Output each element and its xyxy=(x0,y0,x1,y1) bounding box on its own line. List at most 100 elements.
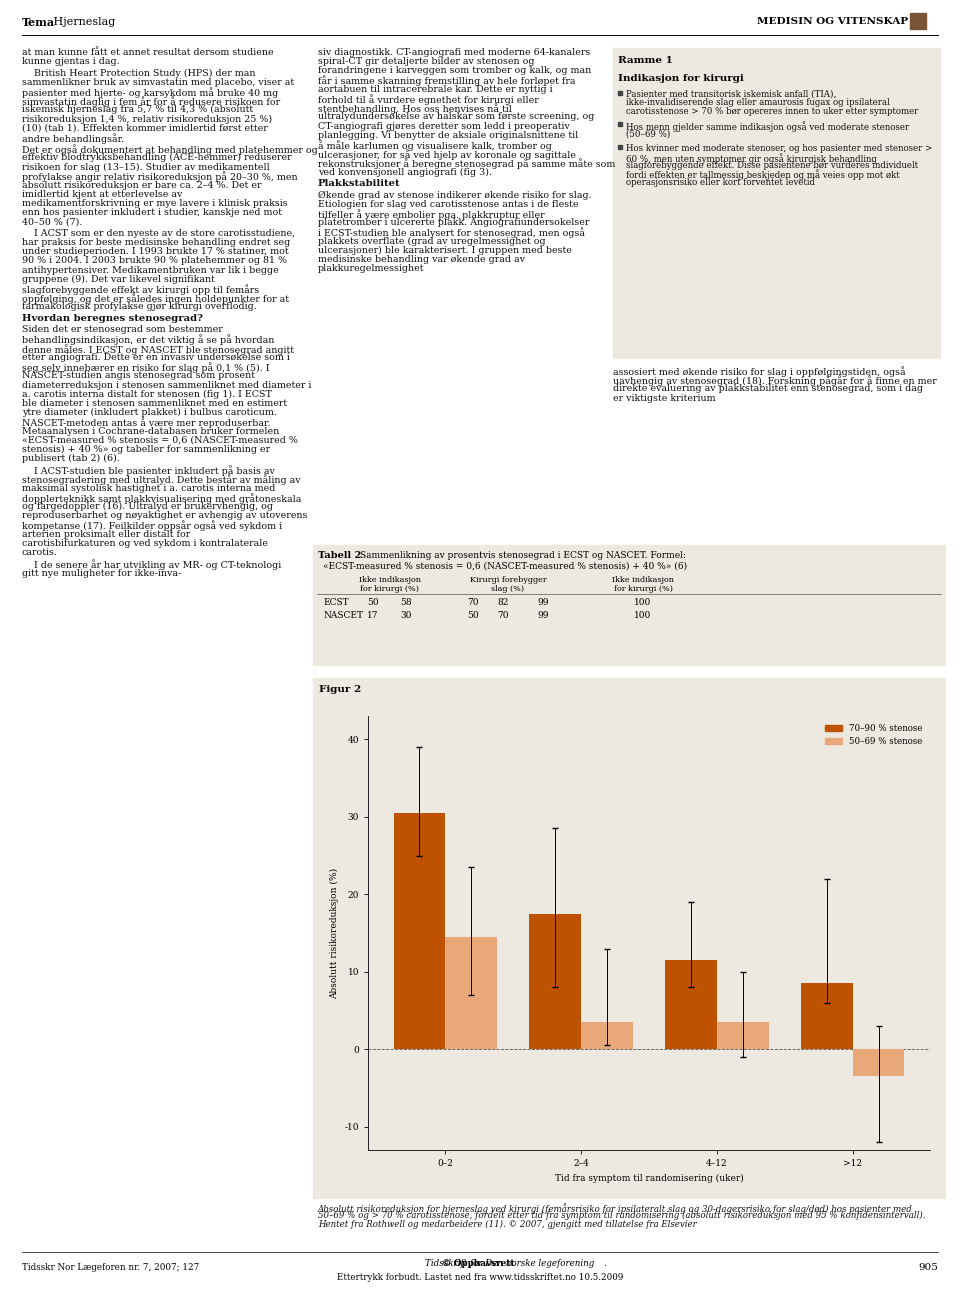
Text: Plakkstabilitet: Plakkstabilitet xyxy=(318,179,400,188)
Text: 70: 70 xyxy=(468,598,479,607)
Text: rekonstruksjoner å beregne stenosegrad på samme måte som: rekonstruksjoner å beregne stenosegrad p… xyxy=(318,158,615,170)
Text: ECST: ECST xyxy=(323,598,348,607)
Text: andre behandlingsår.: andre behandlingsår. xyxy=(22,133,124,144)
Text: har praksis for beste medisinske behandling endret seg: har praksis for beste medisinske behandl… xyxy=(22,238,290,247)
Text: farmakologisk profylakse gjør kirurgi overflodig.: farmakologisk profylakse gjør kirurgi ov… xyxy=(22,303,256,311)
Text: Hvordan beregnes stenosegrad?: Hvordan beregnes stenosegrad? xyxy=(22,313,203,322)
Text: siv diagnostikk. CT-angiografi med moderne 64-kanalers: siv diagnostikk. CT-angiografi med moder… xyxy=(318,48,590,57)
Text: Tidsskr Nor Lægeforen nr. 7, 2007; 127: Tidsskr Nor Lægeforen nr. 7, 2007; 127 xyxy=(22,1264,200,1273)
Text: Hos menn gjelder samme indikasjon også ved moderate stenoser: Hos menn gjelder samme indikasjon også v… xyxy=(626,122,909,132)
Text: © Opphavsrett: © Opphavsrett xyxy=(443,1259,517,1268)
Text: forandringene i karveggen som tromber og kalk, og man: forandringene i karveggen som tromber og… xyxy=(318,66,591,75)
Text: medisinske behandling var økende grad av: medisinske behandling var økende grad av xyxy=(318,255,525,264)
Text: 100: 100 xyxy=(635,598,652,607)
Text: 905: 905 xyxy=(918,1264,938,1273)
Text: stenosegradering med ultralyd. Dette består av måling av: stenosegradering med ultralyd. Dette bes… xyxy=(22,474,300,486)
Text: 50: 50 xyxy=(367,598,379,607)
Text: gitt nye muligheter for ikke-inva-: gitt nye muligheter for ikke-inva- xyxy=(22,569,181,578)
Text: kunne gjentas i dag.: kunne gjentas i dag. xyxy=(22,57,120,66)
Bar xyxy=(618,91,622,95)
Text: sammenlikner bruk av simvastatin med placebo, viser at: sammenlikner bruk av simvastatin med pla… xyxy=(22,78,294,87)
Text: Indikasjon for kirurgi: Indikasjon for kirurgi xyxy=(618,74,744,83)
Text: NASCET-metoden antas å være mer reproduserbar.: NASCET-metoden antas å være mer reprodus… xyxy=(22,417,271,429)
Text: maksimal systolisk hastighet i a. carotis interna med: maksimal systolisk hastighet i a. caroti… xyxy=(22,484,276,492)
Text: I ACST som er den nyeste av de store carotisstudiene,: I ACST som er den nyeste av de store car… xyxy=(34,229,295,238)
Text: reproduserbarhet og nøyaktighet er avhengig av utoverens: reproduserbarhet og nøyaktighet er avhen… xyxy=(22,512,307,521)
Bar xyxy=(529,914,581,1049)
Bar xyxy=(852,1049,904,1076)
Text: behandlingsindikasjon, er det viktig å se på hvordan: behandlingsindikasjon, er det viktig å s… xyxy=(22,334,275,346)
Text: pasienter med hjerte- og karsykdom må bruke 40 mg: pasienter med hjerte- og karsykdom må br… xyxy=(22,87,278,97)
Text: CT-angiografi gjøres deretter som ledd i preoperativ: CT-angiografi gjøres deretter som ledd i… xyxy=(318,122,570,131)
Text: å måle karlumen og visualisere kalk, tromber og: å måle karlumen og visualisere kalk, tro… xyxy=(318,140,552,150)
Text: Hos kvinner med moderate stenoser, og hos pasienter med stenoser >: Hos kvinner med moderate stenoser, og ho… xyxy=(626,144,932,153)
Text: Etiologien for slag ved carotisstenose antas i de fleste: Etiologien for slag ved carotisstenose a… xyxy=(318,199,579,208)
Text: Ramme 1: Ramme 1 xyxy=(618,56,673,65)
Text: oppfølging, og det er således ingen holdepunkter for at: oppfølging, og det er således ingen hold… xyxy=(22,293,289,304)
X-axis label: Tid fra symptom til randomisering (uker): Tid fra symptom til randomisering (uker) xyxy=(555,1173,743,1182)
Text: Hentet fra Rothwell og medarbeidere (11). © 2007, gjengitt med tillatelse fra El: Hentet fra Rothwell og medarbeidere (11)… xyxy=(318,1220,697,1229)
Text: er viktigste kriterium: er viktigste kriterium xyxy=(613,394,715,403)
Bar xyxy=(313,545,945,666)
Text: .: . xyxy=(604,1259,607,1268)
Text: assosiert med økende risiko for slag i oppfølgingstiden, også: assosiert med økende risiko for slag i o… xyxy=(613,366,905,377)
Text: (10) (tab 1). Effekten kommer imidlertid først etter: (10) (tab 1). Effekten kommer imidlertid… xyxy=(22,123,268,132)
Text: Sammenlikning av prosentvis stenosegrad i ECST og NASCET. Formel:: Sammenlikning av prosentvis stenosegrad … xyxy=(360,550,685,559)
Bar xyxy=(313,679,945,1198)
Text: «ECST-measured % stenosis = 0,6 (NASCET-measured % stenosis) + 40 %» (6): «ECST-measured % stenosis = 0,6 (NASCET-… xyxy=(323,562,687,571)
Text: I ACST-studien ble pasienter inkludert på basis av: I ACST-studien ble pasienter inkludert p… xyxy=(34,465,275,477)
Text: platetromber i ulcererte plakk. Angiografiundersokelser: platetromber i ulcererte plakk. Angiogra… xyxy=(318,218,589,227)
Text: 99: 99 xyxy=(538,611,549,620)
Text: planlegging. Vi benytter de aksiale originalsnittene til: planlegging. Vi benytter de aksiale orig… xyxy=(318,131,578,140)
Text: 82: 82 xyxy=(497,598,509,607)
Text: ultralydundersøkelse av halskar som første screening, og: ultralydundersøkelse av halskar som førs… xyxy=(318,113,594,122)
Text: stenosis) + 40 %» og tabeller for sammenlikning er: stenosis) + 40 %» og tabeller for sammen… xyxy=(22,445,270,455)
Text: simvastatin daglig i fem år for å redusere risikoen for: simvastatin daglig i fem år for å reduse… xyxy=(22,96,280,106)
Text: denne måles. I ECST og NASCET ble stenosegrad angitt: denne måles. I ECST og NASCET ble stenos… xyxy=(22,343,294,355)
Text: etter angiografi. Dette er en invasiv undersøkelse som i: etter angiografi. Dette er en invasiv un… xyxy=(22,354,290,361)
Bar xyxy=(618,145,622,149)
Text: Ettertrykk forbudt. Lastet ned fra www.tidsskriftet.no 10.5.2009: Ettertrykk forbudt. Lastet ned fra www.t… xyxy=(337,1273,623,1282)
Text: diameterreduksjon i stenosen sammenliknet med diameter i: diameterreduksjon i stenosen sammenlikne… xyxy=(22,381,311,390)
Text: seg selv innebærer en risiko for slag på 0,1 % (5). I: seg selv innebærer en risiko for slag på… xyxy=(22,363,270,373)
Text: 17: 17 xyxy=(368,611,379,620)
Text: slagforebyggende effekt. Disse pasientene bør vurderes individuelt: slagforebyggende effekt. Disse pasienten… xyxy=(626,162,918,170)
Bar xyxy=(445,936,497,1049)
Text: dopplerteknikk samt plakkvisualisering med gråtoneskala: dopplerteknikk samt plakkvisualisering m… xyxy=(22,493,301,504)
Text: Kirurgi forebygger
slag (%): Kirurgi forebygger slag (%) xyxy=(469,576,546,593)
Text: 50: 50 xyxy=(468,611,479,620)
Text: ved konvensjonell angiografi (fig 3).: ved konvensjonell angiografi (fig 3). xyxy=(318,167,492,176)
Text: forhold til å vurdere egnethet for kirurgi eller: forhold til å vurdere egnethet for kirur… xyxy=(318,95,539,105)
Text: slagforebyggende effekt av kirurgi opp til femårs: slagforebyggende effekt av kirurgi opp t… xyxy=(22,284,259,295)
Text: carotisstenose > 70 % bør opereres innen to uker etter symptomer: carotisstenose > 70 % bør opereres innen… xyxy=(626,107,919,117)
Text: Hjerneslag: Hjerneslag xyxy=(50,17,115,27)
Text: carotisbifurkaturen og ved sykdom i kontralaterale: carotisbifurkaturen og ved sykdom i kont… xyxy=(22,539,268,548)
Text: fordi effekten er tallmessig beskjeden og må veies opp mot økt: fordi effekten er tallmessig beskjeden o… xyxy=(626,170,900,180)
Text: 99: 99 xyxy=(538,598,549,607)
Text: 58: 58 xyxy=(400,598,412,607)
Text: Det er også dokumentert at behandling med platehemmer og: Det er også dokumentert at behandling me… xyxy=(22,144,318,155)
Text: ulcerasjoner) ble karakterisert. I gruppen med beste: ulcerasjoner) ble karakterisert. I grupp… xyxy=(318,246,572,255)
Text: tilfeller å være embolier pga. plakkruptur eller: tilfeller å være embolier pga. plakkrupt… xyxy=(318,208,544,220)
Text: enn hos pasienter inkludert i studier, kanskje ned mot: enn hos pasienter inkludert i studier, k… xyxy=(22,208,282,218)
Text: Absolutt risikoreduksjon for hjerneslag ved kirurgi (femårsrisiko for ipsilatera: Absolutt risikoreduksjon for hjerneslag … xyxy=(318,1203,913,1213)
Text: gruppene (9). Det var likevel signifikant: gruppene (9). Det var likevel signifikan… xyxy=(22,275,215,284)
Text: 90 % i 2004. I 2003 brukte 90 % platehemmer og 81 %: 90 % i 2004. I 2003 brukte 90 % platehem… xyxy=(22,256,287,265)
Text: stentbehandling. Hos oss henvises nå til: stentbehandling. Hos oss henvises nå til xyxy=(318,104,512,114)
Text: imidlertid kjent at etterlevelse av: imidlertid kjent at etterlevelse av xyxy=(22,190,182,199)
Text: Ikke indikasjon
for kirurgi (%): Ikke indikasjon for kirurgi (%) xyxy=(612,576,674,593)
Text: plakkets overflate (grad av uregelmessighet og: plakkets overflate (grad av uregelmessig… xyxy=(318,237,545,246)
Bar xyxy=(613,48,940,357)
Text: Tabell 2: Tabell 2 xyxy=(318,550,361,559)
Text: plakkuregelmessighet: plakkuregelmessighet xyxy=(318,264,424,273)
Text: profylakse angir relativ risikoreduksjon på 20–30 %, men: profylakse angir relativ risikoreduksjon… xyxy=(22,172,298,183)
Legend: 70–90 % stenose, 50–69 % stenose: 70–90 % stenose, 50–69 % stenose xyxy=(821,720,925,750)
Text: antihypertensiver. Medikamentbruken var lik i begge: antihypertensiver. Medikamentbruken var … xyxy=(22,265,278,275)
Text: Tema: Tema xyxy=(22,17,55,27)
Text: får i samme skanning fremstilling av hele forløpet fra: får i samme skanning fremstilling av hel… xyxy=(318,75,575,87)
Text: Figur 2: Figur 2 xyxy=(319,685,361,694)
Text: absolutt risikoreduksjon er bare ca. 2–4 %. Det er: absolutt risikoreduksjon er bare ca. 2–4… xyxy=(22,181,261,190)
Text: 50–69 % og > 70 % carotisstenose, fordelt etter tid fra symptom til randomiserin: 50–69 % og > 70 % carotisstenose, fordel… xyxy=(318,1211,925,1220)
Text: I de senere år har utvikling av MR- og CT-teknologi: I de senere år har utvikling av MR- og C… xyxy=(34,559,281,570)
Text: effektiv blodtrykksbehandling (ACE-hemmer) reduserer: effektiv blodtrykksbehandling (ACE-hemme… xyxy=(22,153,292,162)
